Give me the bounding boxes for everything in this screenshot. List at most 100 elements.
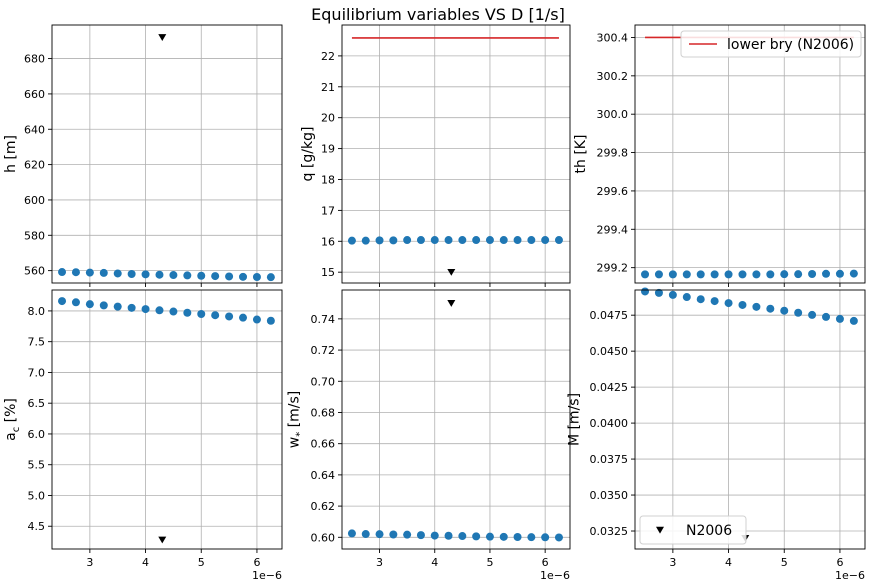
x-tick-label: 4	[142, 556, 149, 569]
data-point	[58, 268, 67, 277]
x-tick-label: 5	[781, 556, 788, 569]
y-tick-label: 6.0	[28, 428, 46, 441]
data-point	[752, 270, 761, 279]
data-point	[141, 305, 150, 314]
data-point	[849, 269, 858, 278]
data-point	[485, 236, 494, 245]
data-point	[389, 236, 398, 245]
legend: lower bry (N2006)	[680, 30, 862, 58]
x-multiplier-label: 1e−6	[252, 569, 282, 582]
legend: N2006	[639, 515, 747, 545]
x-tick-label: 5	[198, 556, 205, 569]
data-point	[541, 533, 550, 542]
y-tick-label: 16	[321, 235, 335, 248]
data-point	[239, 313, 248, 322]
y-tick-label: 299.4	[597, 223, 629, 236]
data-point	[835, 314, 844, 323]
axes-frame	[634, 24, 866, 284]
data-point	[654, 270, 663, 279]
data-point	[239, 272, 248, 281]
y-tick-label: 7.5	[28, 336, 46, 349]
y-tick-label: 0.0400	[590, 417, 629, 430]
data-point	[71, 298, 80, 307]
y-tick-label: 0.0450	[590, 345, 629, 358]
data-point	[554, 236, 563, 245]
data-point	[541, 236, 550, 245]
data-point	[430, 531, 439, 540]
data-point	[499, 236, 508, 245]
n2006-marker	[158, 536, 167, 544]
x-tick-label: 4	[725, 556, 732, 569]
y-tick-label: 0.70	[311, 375, 336, 388]
legend-label: N2006	[686, 523, 732, 539]
data-point	[375, 530, 384, 539]
data-point	[197, 309, 206, 318]
x-tick-label: 6	[253, 556, 260, 569]
data-point	[113, 269, 122, 278]
data-point	[141, 270, 150, 279]
data-point	[710, 270, 719, 279]
y-axis-label: w* [m/s]	[287, 391, 306, 448]
legend-label: lower bry (N2006)	[727, 37, 854, 53]
data-point	[794, 308, 803, 317]
axes-frame	[341, 24, 571, 284]
data-point	[499, 532, 508, 541]
data-point	[696, 270, 705, 279]
y-tick-label: 0.66	[311, 438, 336, 451]
y-tick-label: 0.0350	[590, 489, 629, 502]
data-point	[347, 236, 356, 245]
y-tick-label: 620	[24, 159, 45, 172]
n2006-marker	[447, 300, 456, 307]
y-tick-label: 0.0425	[590, 381, 629, 394]
y-tick-label: 6.5	[28, 397, 46, 410]
data-point	[527, 533, 536, 542]
data-point	[252, 315, 261, 324]
data-point	[766, 304, 775, 313]
y-tick-label: 0.74	[311, 313, 336, 326]
axes-frame	[341, 289, 571, 550]
y-tick-label: 19	[321, 143, 335, 156]
data-point	[668, 270, 677, 279]
data-point	[554, 533, 563, 542]
data-point	[485, 532, 494, 541]
subplot-2: 15 16 17 18 19 20 21 22 q [g/kg]	[300, 24, 571, 287]
data-point	[211, 311, 220, 320]
data-point	[641, 270, 650, 279]
y-tick-label: 20	[321, 112, 335, 125]
data-point	[738, 270, 747, 279]
data-point	[835, 269, 844, 278]
axes-frame	[51, 24, 283, 284]
y-tick-label: 299.6	[597, 185, 629, 198]
subplot-5: 3 4 5 61e−6 0.60 0.62 0.64 0.66 0.68 0.70 0.72 0.74…	[287, 289, 571, 582]
y-tick-label: 0.68	[311, 406, 336, 419]
data-point	[444, 236, 453, 245]
data-point	[780, 306, 789, 315]
data-point	[738, 300, 747, 309]
x-tick-label: 3	[376, 556, 383, 569]
y-tick-label: 17	[321, 204, 335, 217]
data-point	[127, 269, 136, 278]
data-point	[389, 530, 398, 539]
y-axis-label: M [m/s]	[566, 393, 582, 446]
data-point	[724, 299, 733, 308]
data-point	[527, 236, 536, 245]
data-point	[654, 288, 663, 297]
y-tick-label: 5.5	[28, 459, 46, 472]
data-point	[710, 297, 719, 306]
data-point	[416, 236, 425, 245]
data-point	[266, 273, 275, 282]
x-tick-label: 3	[669, 556, 676, 569]
data-point	[444, 531, 453, 540]
data-point	[472, 236, 481, 245]
y-tick-label: 21	[321, 81, 335, 94]
y-axis-label: ac [%]	[3, 398, 22, 441]
data-point	[225, 272, 234, 281]
y-tick-label: 660	[24, 88, 45, 101]
data-point	[197, 271, 206, 280]
y-tick-label: 299.2	[597, 262, 629, 275]
y-tick-label: 7.0	[28, 366, 46, 379]
figure-title: Equilibrium variables VS D [1/s]	[311, 5, 565, 24]
data-point	[752, 302, 761, 311]
data-point	[252, 272, 261, 281]
